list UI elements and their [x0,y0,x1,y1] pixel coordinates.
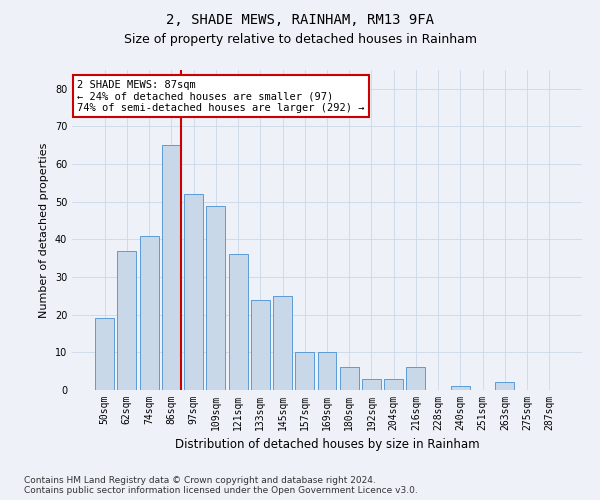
Bar [496,382,514,390]
Bar [140,236,158,390]
Y-axis label: Number of detached properties: Number of detached properties [39,142,49,318]
Bar [340,368,359,390]
Bar [251,300,270,390]
Bar [162,146,181,390]
Text: 2, SHADE MEWS, RAINHAM, RM13 9FA: 2, SHADE MEWS, RAINHAM, RM13 9FA [166,12,434,26]
Bar [295,352,314,390]
Bar [317,352,337,390]
Bar [406,368,425,390]
Bar [184,194,203,390]
Bar [273,296,292,390]
Text: 2 SHADE MEWS: 87sqm
← 24% of detached houses are smaller (97)
74% of semi-detach: 2 SHADE MEWS: 87sqm ← 24% of detached ho… [77,80,365,113]
Bar [229,254,248,390]
Bar [384,378,403,390]
Bar [206,206,225,390]
Bar [118,250,136,390]
Bar [362,378,381,390]
Text: Contains HM Land Registry data © Crown copyright and database right 2024.
Contai: Contains HM Land Registry data © Crown c… [24,476,418,495]
Bar [95,318,114,390]
X-axis label: Distribution of detached houses by size in Rainham: Distribution of detached houses by size … [175,438,479,452]
Text: Size of property relative to detached houses in Rainham: Size of property relative to detached ho… [124,32,476,46]
Bar [451,386,470,390]
